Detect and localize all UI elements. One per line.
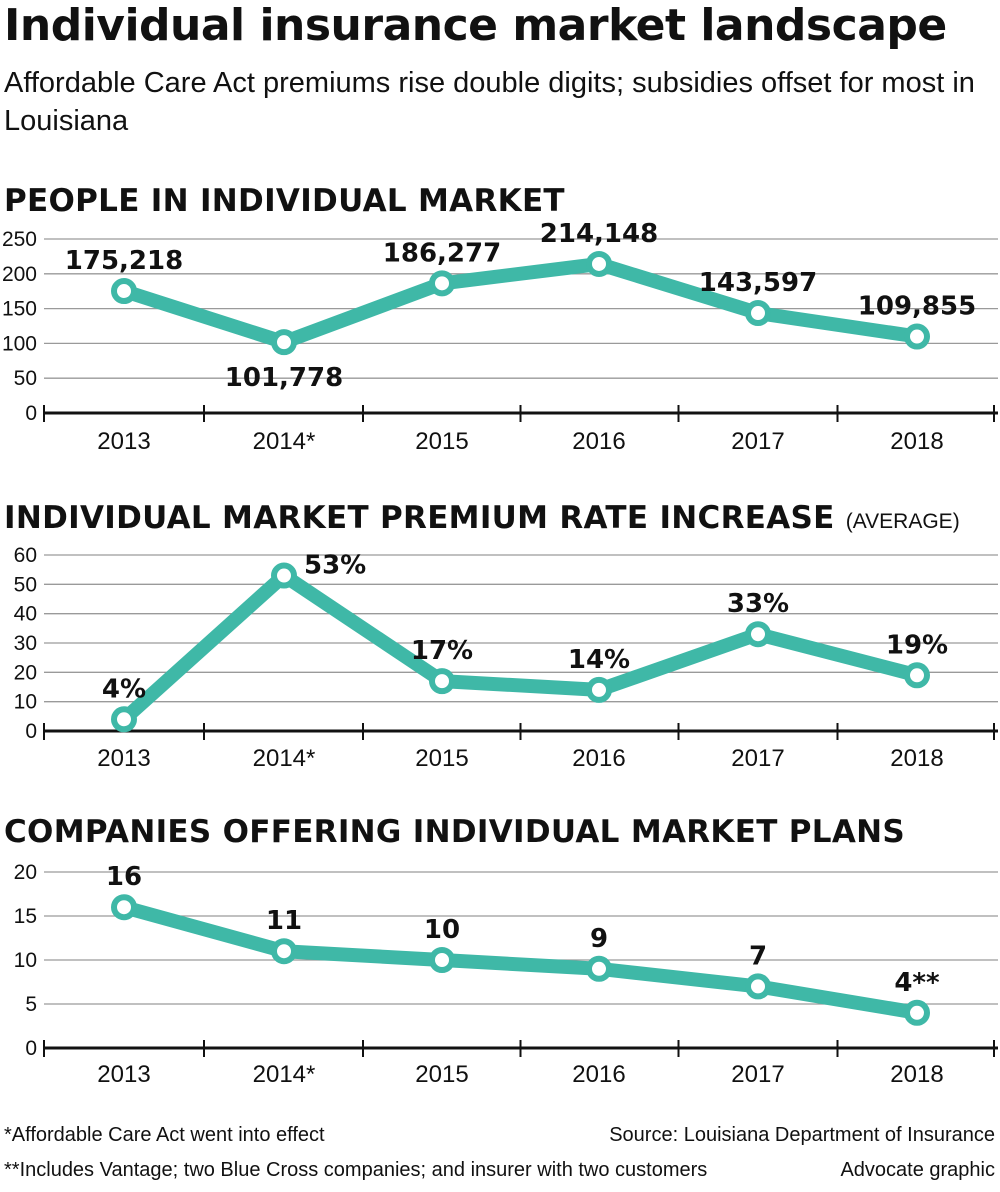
x-tick-label: 2013: [97, 1061, 150, 1088]
section-title-premium: INDIVIDUAL MARKET PREMIUM RATE INCREASE …: [4, 498, 960, 542]
data-label: 143,597: [699, 268, 817, 298]
data-label: 19%: [886, 630, 948, 660]
section-title-text: INDIVIDUAL MARKET PREMIUM RATE INCREASE: [4, 500, 835, 536]
section-title-text: PEOPLE IN INDIVIDUAL MARKET: [4, 183, 565, 219]
data-label: 186,277: [383, 238, 501, 268]
x-tick-label: 2018: [890, 1061, 943, 1088]
x-tick-label: 2014*: [253, 428, 316, 455]
y-tick-label: 15: [14, 905, 37, 928]
x-tick-label: 2014*: [253, 745, 316, 772]
data-point: [271, 938, 297, 965]
x-tick-label: 2018: [890, 428, 943, 455]
data-label: 53%: [304, 551, 366, 581]
y-tick-label: 100: [2, 332, 37, 355]
premium-line-chart: 0 10 20 30 40 50 60 2013 2014* 2015 2016 2017 2018 4%…: [14, 544, 998, 772]
data-point: [271, 562, 297, 589]
data-label: 16: [106, 862, 142, 892]
x-tick-label: 2018: [890, 745, 943, 772]
x-tick-label: 2014*: [253, 1061, 316, 1088]
data-point: [586, 250, 612, 277]
x-tick-label: 2015: [415, 428, 468, 455]
x-tick-label: 2016: [572, 428, 625, 455]
data-label: 33%: [727, 589, 789, 619]
data-label: 101,778: [225, 363, 343, 393]
x-tick-label: 2013: [97, 428, 150, 455]
data-point: [586, 955, 612, 982]
data-point: [904, 323, 930, 350]
y-tick-label: 60: [14, 544, 37, 567]
data-point: [745, 621, 771, 648]
chart-subtitle: Affordable Care Act premiums rise double…: [4, 67, 975, 137]
chart-title: Individual insurance market landscape: [4, 0, 947, 51]
y-tick-label: 0: [25, 402, 37, 425]
x-tick-label: 2015: [415, 1061, 468, 1088]
x-tick-label: 2017: [731, 1061, 784, 1088]
footnote-insurers: **Includes Vantage; two Blue Cross compa…: [4, 1159, 708, 1181]
x-tick-label: 2016: [572, 745, 625, 772]
data-label: 4%: [102, 674, 146, 704]
y-tick-label: 20: [14, 661, 37, 684]
section-title-note: (AVERAGE): [845, 510, 960, 533]
data-label: 14%: [568, 645, 630, 675]
footnote-aca: *Affordable Care Act went into effect: [4, 1124, 325, 1146]
x-tick-label: 2017: [731, 745, 784, 772]
data-point: [745, 300, 771, 327]
x-tick-label: 2017: [731, 428, 784, 455]
data-label: 109,855: [858, 292, 976, 322]
data-point: [429, 668, 455, 695]
people-line-chart: 0 50 100 150 200 250 2013 2014* 2015 2016 2017 2018…: [2, 219, 998, 455]
x-tick-label: 2016: [572, 1061, 625, 1088]
section-title-text: COMPANIES OFFERING INDIVIDUAL MARKET PLA…: [4, 814, 906, 850]
data-label: 4**: [894, 968, 940, 998]
data-label: 17%: [411, 636, 473, 666]
y-tick-label: 5: [25, 993, 37, 1016]
y-tick-label: 50: [14, 367, 37, 390]
data-point: [111, 894, 137, 921]
y-tick-label: 250: [2, 228, 37, 251]
data-label: 11: [266, 906, 302, 936]
y-tick-label: 20: [14, 861, 37, 884]
x-tick-label: 2013: [97, 745, 150, 772]
y-tick-label: 10: [14, 691, 37, 714]
data-point: [904, 999, 930, 1026]
data-label: 7: [749, 941, 767, 971]
source-credit: Source: Louisiana Department of Insuranc…: [609, 1124, 995, 1146]
y-tick-label: 200: [2, 263, 37, 286]
y-tick-label: 10: [14, 949, 37, 972]
y-tick-label: 150: [2, 298, 37, 321]
data-label: 10: [424, 915, 460, 945]
y-tick-label: 0: [25, 720, 37, 743]
data-label: 214,148: [540, 219, 658, 249]
data-point: [111, 706, 137, 733]
data-label: 9: [590, 924, 608, 954]
series-line: [117, 568, 924, 727]
section-title-companies: COMPANIES OFFERING INDIVIDUAL MARKET PLA…: [4, 812, 905, 852]
y-tick-label: 30: [14, 632, 37, 655]
graphic-credit: Advocate graphic: [840, 1159, 995, 1181]
data-point: [429, 270, 455, 297]
data-point: [111, 278, 137, 305]
series-line: [117, 900, 924, 1020]
data-point: [586, 676, 612, 703]
data-label: 175,218: [65, 246, 183, 276]
section-title-people: PEOPLE IN INDIVIDUAL MARKET: [4, 181, 565, 221]
data-point: [745, 973, 771, 1000]
y-tick-label: 0: [25, 1037, 37, 1060]
data-point: [904, 662, 930, 689]
y-tick-label: 40: [14, 603, 37, 626]
series-line: [117, 257, 924, 350]
x-tick-label: 2015: [415, 745, 468, 772]
y-tick-label: 50: [14, 573, 37, 596]
data-point: [271, 329, 297, 356]
companies-line-chart: 0 5 10 15 20 2013 2014* 2015 2016 2017 2018 16 11 10 9…: [14, 861, 998, 1088]
data-point: [429, 947, 455, 973]
